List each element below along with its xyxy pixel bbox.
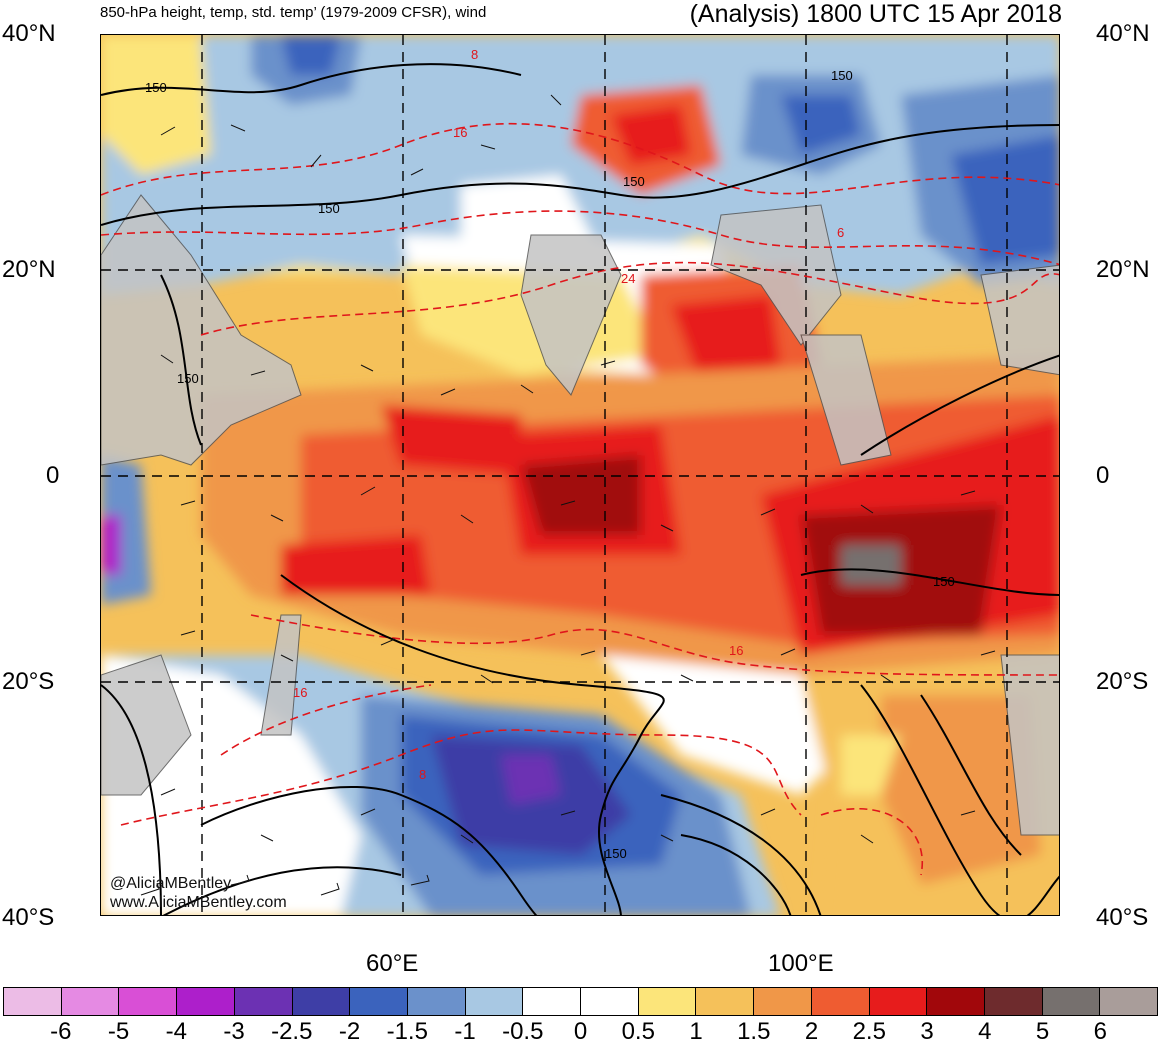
colorbar-tick-label: -3	[223, 1018, 245, 1045]
colorbar-swatch	[61, 988, 120, 1015]
credit-twitter: @AliciaMBentley	[110, 875, 232, 892]
colorbar-tick-label: 1	[689, 1018, 703, 1045]
map-subtitle: 850-hPa height, temp, std. temp’ (1979-2…	[100, 4, 487, 21]
height-label: 150	[145, 80, 167, 95]
colorbar-swatch	[465, 988, 524, 1015]
colorbar-tick-label: 0.5	[621, 1018, 655, 1045]
height-label: 150	[177, 371, 199, 386]
lon-label-100e: 100°E	[768, 950, 834, 977]
colorbar-tick-label: 2	[804, 1018, 819, 1045]
colorbar-swatch	[984, 988, 1043, 1015]
colorbar-swatch	[754, 988, 812, 1015]
colorbar-swatch	[234, 988, 293, 1015]
lat-label-eq-left: 0	[46, 462, 60, 489]
height-label: 150	[318, 201, 340, 216]
temp-label: 6	[837, 225, 844, 240]
lat-label-40s-right: 40°S	[1096, 904, 1149, 931]
colorbar-swatch	[1042, 988, 1101, 1015]
temperature-contour-labels: 8 16 6 24 16 16 8	[293, 47, 844, 782]
lat-label-20s-right: 20°S	[1096, 668, 1149, 695]
colorbar-tick-label: -2	[338, 1018, 361, 1045]
colorbar-tick-label: -6	[50, 1018, 72, 1045]
temp-label: 8	[419, 767, 426, 782]
lat-label-eq-right: 0	[1096, 462, 1110, 489]
colorbar	[3, 987, 1158, 1016]
temperature-contours	[101, 122, 1059, 876]
land-masses	[101, 194, 1059, 836]
height-label: 150	[605, 846, 627, 861]
height-label: 150	[831, 68, 853, 83]
map-panel: 150 150 150 150 150 150 150 8 16 6 24 16…	[100, 34, 1060, 916]
credit-website: www.AliciaMBentley.com	[110, 894, 287, 911]
colorbar-swatch	[1100, 988, 1158, 1015]
lon-label-60e: 60°E	[366, 950, 419, 977]
height-label: 150	[623, 174, 645, 189]
colorbar-swatch	[350, 988, 408, 1015]
lat-label-20n-right: 20°N	[1096, 256, 1150, 283]
colorbar-swatch	[811, 988, 870, 1015]
temp-label: 16	[453, 125, 467, 140]
colorbar-tick-label: -4	[165, 1018, 187, 1045]
colorbar-tick-label: 1.5	[737, 1018, 771, 1045]
height-contours	[101, 63, 1059, 915]
colorbar-swatch	[4, 988, 62, 1015]
colorbar-swatch	[696, 988, 755, 1015]
colorbar-swatch	[523, 988, 582, 1015]
colorbar-swatch	[927, 988, 985, 1015]
colorbar-swatch	[119, 988, 178, 1015]
colorbar-swatch	[869, 988, 928, 1015]
colorbar-tick-label: 2.5	[852, 1018, 886, 1045]
lat-label-20n-left: 20°N	[2, 256, 56, 283]
colorbar-swatch	[407, 988, 466, 1015]
temp-label: 8	[471, 47, 478, 62]
colorbar-tick-label: 3	[920, 1018, 934, 1045]
temp-label: 24	[621, 271, 635, 286]
colorbar-tick-label: 5	[1035, 1018, 1050, 1045]
graticule	[101, 35, 1059, 915]
colorbar-tick-label: -5	[107, 1018, 130, 1045]
colorbar-tick-label: -1	[454, 1018, 476, 1045]
colorbar-tick-label: -0.5	[502, 1018, 544, 1045]
height-contour-labels: 150 150 150 150 150 150 150	[145, 68, 955, 861]
colorbar-tick-label: 0	[573, 1018, 588, 1045]
colorbar-tick-label: 4	[978, 1018, 992, 1045]
temp-label: 16	[293, 685, 307, 700]
lat-label-20s-left: 20°S	[2, 668, 55, 695]
map-title: (Analysis) 1800 UTC 15 Apr 2018	[689, 0, 1062, 28]
lat-label-40n-left: 40°N	[2, 20, 56, 47]
lat-label-40s-left: 40°S	[2, 904, 55, 931]
wind-barbs	[140, 94, 996, 896]
colorbar-tick-label: -2.5	[271, 1018, 313, 1045]
colorbar-tick-label: 6	[1093, 1018, 1107, 1045]
temp-label: 16	[729, 643, 743, 658]
lat-label-40n-right: 40°N	[1096, 20, 1150, 47]
colorbar-tick-label: -1.5	[386, 1018, 428, 1045]
colorbar-swatch	[292, 988, 351, 1015]
height-label: 150	[933, 574, 955, 589]
map-canvas: 150 150 150 150 150 150 150 8 16 6 24 16…	[101, 35, 1059, 915]
colorbar-swatch	[638, 988, 697, 1015]
colorbar-swatch	[581, 988, 639, 1015]
colorbar-swatch	[177, 988, 235, 1015]
